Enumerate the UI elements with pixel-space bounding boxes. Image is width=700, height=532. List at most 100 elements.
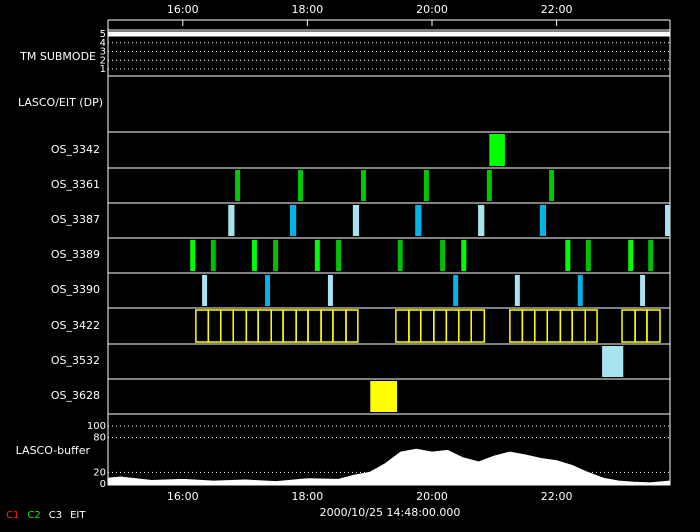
event: [646, 309, 661, 343]
y-tick-label: 3: [100, 47, 106, 58]
event: [320, 309, 334, 343]
legend-entry: C3: [49, 510, 62, 521]
event: [270, 309, 284, 343]
row-label: OS_3342: [51, 143, 100, 156]
x-tick-label: 22:00: [541, 3, 573, 16]
y-tick-label: 4: [100, 38, 106, 49]
event: [470, 309, 486, 343]
event: [585, 240, 591, 271]
buffer-area: [107, 448, 671, 485]
event: [210, 240, 216, 271]
event: [415, 205, 422, 236]
event: [360, 170, 366, 201]
date-label: 2000/10/25 14:48:00.000: [320, 506, 461, 519]
x-tick-label: 18:00: [292, 490, 324, 503]
row-label: OS_3389: [51, 248, 100, 261]
legend-entry: EIT: [70, 510, 86, 521]
y-tick-label: 100: [87, 421, 106, 432]
row-label: TM SUBMODE: [19, 50, 96, 63]
event: [332, 309, 347, 343]
row-label: LASCO/EIT (DP): [18, 96, 103, 109]
x-tick-label: 18:00: [292, 3, 324, 16]
event: [433, 309, 448, 343]
y-tick-label: 80: [93, 433, 106, 444]
x-tick-label: 16:00: [167, 3, 199, 16]
event: [370, 381, 398, 412]
event: [665, 205, 670, 236]
event: [295, 309, 309, 343]
event: [514, 275, 520, 306]
event: [648, 240, 654, 271]
row-label: OS_3361: [51, 178, 100, 191]
event: [195, 309, 210, 343]
event: [461, 240, 467, 271]
event: [453, 275, 459, 306]
event: [190, 240, 196, 271]
event: [534, 309, 549, 343]
y-tick-label: 5: [100, 29, 106, 40]
event: [559, 309, 573, 343]
y-tick-label: 0: [100, 479, 106, 490]
event: [202, 275, 208, 306]
event: [621, 309, 636, 343]
event: [445, 309, 460, 343]
event: [486, 170, 492, 201]
event: [395, 309, 410, 343]
event: [232, 309, 248, 343]
event: [458, 309, 472, 343]
event: [478, 205, 485, 236]
row-label: OS_3422: [51, 319, 100, 332]
legend-entry: C1: [6, 510, 19, 521]
event: [289, 205, 297, 236]
event: [265, 275, 270, 306]
event: [251, 240, 257, 271]
event: [235, 170, 241, 201]
row-label: LASCO-buffer: [16, 444, 91, 457]
event: [565, 240, 571, 271]
event: [245, 309, 259, 343]
event: [628, 240, 634, 271]
y-tick-label: 20: [93, 467, 106, 478]
event: [521, 309, 536, 343]
event: [408, 309, 422, 343]
event: [577, 275, 583, 306]
plot-frame: [107, 29, 671, 486]
event: [571, 309, 587, 343]
event: [207, 309, 222, 343]
x-tick-label: 20:00: [416, 3, 448, 16]
legend-entry: C2: [27, 510, 40, 521]
event: [327, 275, 333, 306]
event: [640, 275, 646, 306]
event: [539, 205, 547, 236]
event: [397, 240, 403, 271]
event: [584, 309, 598, 343]
event: [273, 240, 279, 271]
event: [489, 134, 505, 166]
event: [546, 309, 562, 343]
row-label: OS_3387: [51, 213, 100, 226]
event: [423, 170, 429, 201]
event: [549, 170, 555, 201]
event: [509, 309, 524, 343]
x-tick-label: 22:00: [541, 490, 573, 503]
event: [257, 309, 272, 343]
y-tick-label: 1: [100, 64, 106, 75]
event: [220, 309, 234, 343]
event: [440, 240, 446, 271]
event: [420, 309, 435, 343]
row-label: OS_3390: [51, 283, 100, 296]
event: [336, 240, 342, 271]
event: [602, 346, 624, 377]
event: [307, 309, 322, 343]
event: [345, 309, 359, 343]
event: [298, 170, 304, 201]
event: [228, 205, 235, 236]
y-tick-label: 2: [100, 55, 106, 66]
event: [314, 240, 320, 271]
row-label: OS_3532: [51, 354, 100, 367]
x-tick-label: 20:00: [416, 490, 448, 503]
row-label: OS_3628: [51, 389, 100, 402]
x-tick-label: 16:00: [167, 490, 199, 503]
